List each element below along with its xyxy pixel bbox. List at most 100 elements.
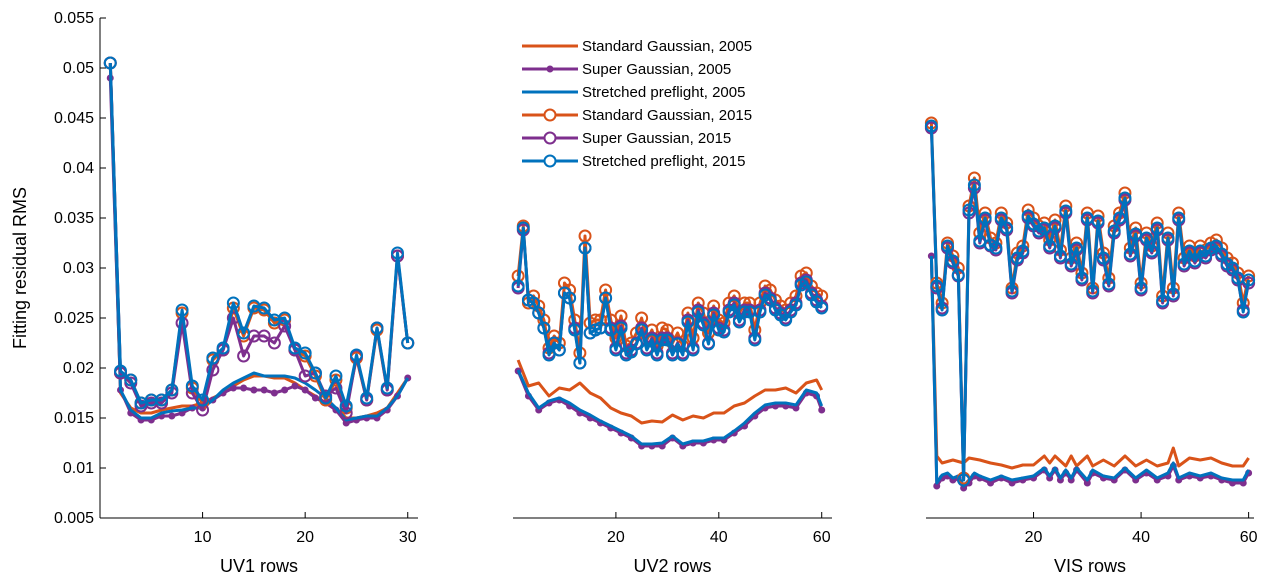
y-tick-label: 0.01	[63, 460, 94, 477]
data-point	[578, 241, 592, 255]
data-point	[537, 321, 551, 335]
data-point	[799, 275, 813, 289]
data-point	[702, 337, 716, 351]
x-axis-label: UV1 rows	[220, 556, 298, 576]
series-2	[929, 255, 1250, 488]
legend-marker	[543, 131, 557, 145]
data-point	[1075, 271, 1089, 285]
legend-label: Standard Gaussian, 2015	[582, 107, 752, 124]
data-point	[978, 211, 992, 225]
data-point	[342, 419, 350, 427]
data-point	[1113, 211, 1127, 225]
data-point	[329, 373, 343, 387]
data-point	[650, 348, 664, 362]
data-point	[1188, 254, 1202, 268]
y-tick-label: 0.015	[54, 410, 94, 427]
series-line	[108, 64, 410, 422]
data-point	[989, 241, 1003, 255]
data-point	[1236, 305, 1250, 319]
series-2	[516, 369, 824, 446]
series-line	[929, 255, 1250, 470]
series-line	[108, 62, 410, 410]
x-axis-label: UV2 rows	[633, 556, 711, 576]
data-point	[168, 412, 176, 420]
series-2	[108, 64, 410, 422]
x-tick-label: 20	[296, 529, 314, 546]
data-point	[237, 349, 251, 363]
x-axis-label: VIS rows	[1054, 556, 1126, 576]
data-point	[973, 234, 987, 248]
data-point	[552, 343, 566, 357]
legend-label: Super Gaussian, 2005	[582, 61, 731, 78]
legend-entry: Super Gaussian, 2005	[522, 61, 731, 78]
y-axis-label: Fitting residual RMS	[10, 187, 30, 349]
data-point	[542, 348, 556, 362]
legend-marker	[546, 65, 554, 73]
data-point	[370, 321, 384, 335]
legend-entry: Standard Gaussian, 2005	[522, 38, 752, 55]
data-point	[240, 384, 248, 392]
legend-entry: Standard Gaussian, 2015	[522, 107, 752, 124]
data-point	[924, 119, 938, 133]
series-5	[103, 56, 415, 413]
data-point	[967, 178, 981, 192]
data-point	[278, 311, 292, 325]
data-point	[124, 373, 138, 387]
data-point	[339, 406, 353, 420]
y-tick-label: 0.02	[63, 360, 94, 377]
data-point	[792, 404, 800, 412]
series-line	[108, 77, 410, 425]
legend-entry: Super Gaussian, 2015	[522, 130, 731, 147]
series-line	[108, 62, 410, 415]
data-point	[763, 293, 777, 307]
data-point	[237, 326, 251, 340]
data-point	[532, 306, 546, 320]
x-tick-label: 30	[399, 529, 417, 546]
data-point	[573, 356, 587, 370]
data-point	[1215, 247, 1229, 261]
axes-layer: 0.005 0.01 0.015 0.02 0.025 0.03 0.035 0.04 0.04…	[10, 10, 1258, 576]
data-point	[629, 337, 643, 351]
data-point	[196, 393, 210, 407]
data-point	[1150, 221, 1164, 235]
data-point	[599, 291, 613, 305]
data-point	[1083, 479, 1091, 487]
data-point	[401, 336, 415, 350]
data-point	[935, 303, 949, 317]
data-point	[1059, 204, 1073, 218]
data-point	[165, 383, 179, 397]
y-tick-label: 0.05	[63, 60, 94, 77]
series-5	[924, 119, 1256, 487]
data-point	[818, 406, 826, 414]
data-point	[1067, 476, 1075, 484]
legend-label: Stretched preflight, 2015	[582, 153, 745, 170]
data-point	[260, 386, 268, 394]
data-point	[1005, 284, 1019, 298]
data-point	[1091, 214, 1105, 228]
data-point	[640, 343, 654, 357]
data-point	[516, 221, 530, 235]
data-point	[527, 296, 541, 310]
y-tick-label: 0.035	[54, 210, 94, 227]
data-point	[1166, 287, 1180, 301]
data-point	[216, 341, 230, 355]
data-point	[815, 301, 829, 315]
x-tick-label: 20	[607, 529, 625, 546]
data-point	[114, 364, 128, 378]
data-point	[511, 279, 525, 293]
series-line	[108, 62, 410, 408]
data-point	[175, 303, 189, 317]
data-point	[1161, 231, 1175, 245]
data-point	[288, 341, 302, 355]
data-point	[691, 305, 705, 319]
data-point	[1000, 221, 1014, 235]
data-point	[1145, 244, 1159, 258]
data-point	[339, 399, 353, 413]
data-point	[308, 366, 322, 380]
data-point	[994, 211, 1008, 225]
data-point	[349, 348, 363, 362]
x-tick-label: 40	[1132, 529, 1150, 546]
series-4	[103, 56, 415, 420]
data-point	[390, 246, 404, 260]
